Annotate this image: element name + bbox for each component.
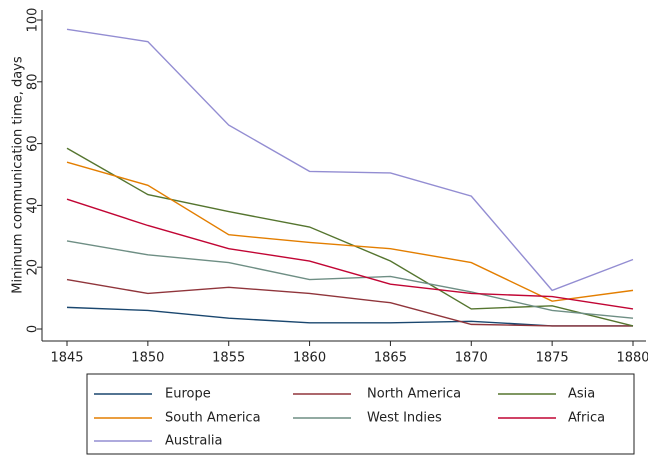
x-tick-label: 1845 bbox=[50, 351, 83, 366]
series-line bbox=[66, 240, 634, 319]
series-line bbox=[66, 147, 634, 327]
x-tick-label: 1850 bbox=[131, 351, 164, 366]
y-tick-label: 20 bbox=[26, 259, 41, 276]
legend-label: South America bbox=[165, 411, 261, 426]
series-line bbox=[66, 198, 634, 310]
x-tick-label: 1860 bbox=[293, 351, 326, 366]
series-line bbox=[66, 161, 634, 302]
y-tick-label: 100 bbox=[26, 8, 41, 33]
legend-label: Asia bbox=[568, 387, 595, 402]
x-tick-label: 1865 bbox=[374, 351, 407, 366]
y-tick-label: 40 bbox=[26, 197, 41, 214]
legend-label: Australia bbox=[165, 434, 223, 449]
y-tick-label: 60 bbox=[26, 135, 41, 152]
x-tick-label: 1875 bbox=[536, 351, 569, 366]
legend-label: West Indies bbox=[367, 411, 442, 426]
y-tick-label: 80 bbox=[26, 74, 41, 91]
x-tick-label: 1855 bbox=[212, 351, 245, 366]
x-tick-label: 1880 bbox=[616, 351, 648, 366]
x-tick-label: 1870 bbox=[455, 351, 488, 366]
y-axis-label: Minimum communication time, days bbox=[11, 56, 26, 294]
legend-box bbox=[86, 373, 635, 455]
y-tick-label: 0 bbox=[26, 325, 41, 333]
legend-label: Africa bbox=[568, 411, 605, 426]
series-line bbox=[66, 28, 634, 292]
series-line bbox=[66, 278, 633, 327]
legend-label: North America bbox=[367, 387, 461, 402]
legend-label: Europe bbox=[165, 387, 211, 402]
